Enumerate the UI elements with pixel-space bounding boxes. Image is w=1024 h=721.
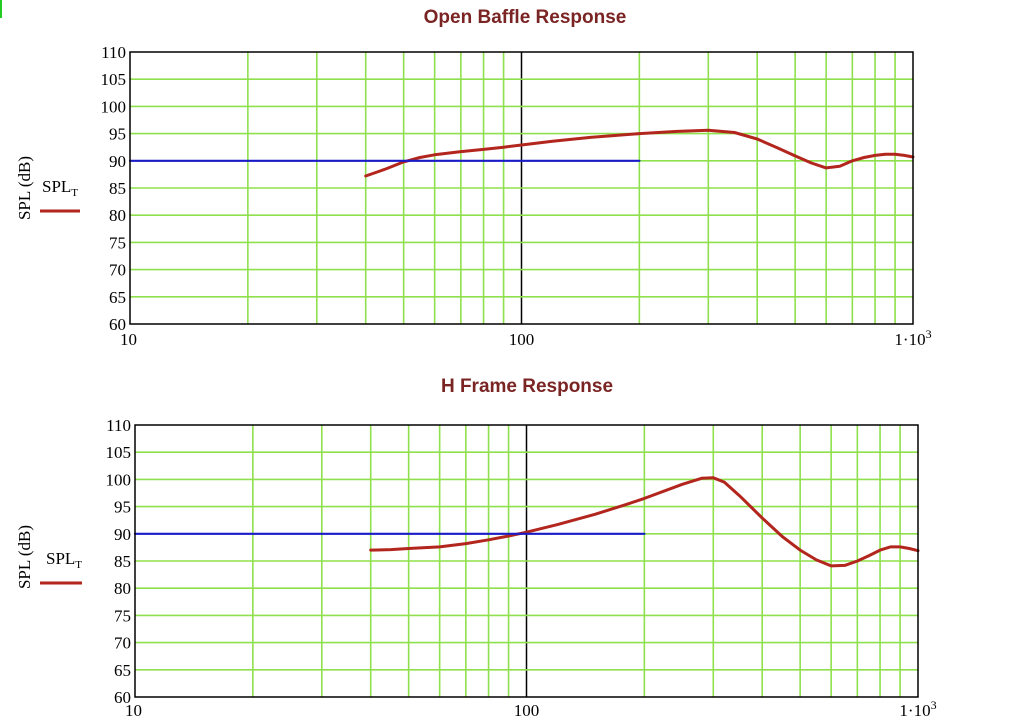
y-tick-label: 60 — [114, 688, 131, 707]
y-tick-label: 85 — [109, 179, 126, 198]
h-frame-chart: H Frame Response 60 65 70 75 80 85 90 95 100 105 1… — [15, 376, 937, 720]
y-tick-label: 65 — [109, 288, 126, 307]
y-tick-label: 100 — [106, 470, 132, 489]
y-tick-labels: 60 65 70 75 80 85 90 95 100 105 110 — [106, 416, 132, 707]
y-axis-label: SPL (dB) — [15, 525, 34, 589]
x-tick-labels: 10 100 1·103 — [120, 327, 932, 349]
y-tick-label: 85 — [114, 552, 131, 571]
series-lines — [128, 128, 915, 178]
y-tick-label: 65 — [114, 661, 131, 680]
plot-frame — [129, 51, 914, 325]
x-tick-label: 100 — [514, 701, 540, 720]
y-tick-label: 75 — [109, 233, 126, 252]
y-tick-label: 90 — [114, 525, 131, 544]
x-tick-label: 10 — [120, 330, 137, 349]
y-tick-label: 110 — [106, 416, 131, 435]
y-tick-label: 95 — [109, 125, 126, 144]
x-tick-labels: 10 100 1·103 — [125, 698, 937, 720]
chart-title: Open Baffle Response — [424, 7, 627, 28]
legend-label: SPLT — [46, 549, 82, 571]
chart-title: H Frame Response — [441, 376, 613, 397]
y-tick-label: 70 — [109, 261, 126, 280]
y-tick-label: 95 — [114, 498, 131, 517]
x-tick-label: 1·103 — [899, 698, 936, 720]
y-axis-label: SPL (dB) — [15, 156, 34, 220]
y-tick-label: 100 — [101, 97, 127, 116]
series-lines — [133, 476, 920, 568]
y-tick-label: 105 — [106, 443, 132, 462]
response-line — [369, 476, 920, 568]
y-tick-label: 110 — [101, 43, 126, 62]
y-tick-label: 80 — [109, 206, 126, 225]
y-tick-label: 90 — [109, 152, 126, 171]
plot-frame — [134, 424, 919, 698]
y-tick-label: 75 — [114, 606, 131, 625]
y-tick-label: 60 — [109, 315, 126, 334]
y-tick-label: 80 — [114, 579, 131, 598]
y-tick-label: 70 — [114, 634, 131, 653]
grid-lines — [135, 425, 918, 697]
y-tick-label: 105 — [101, 70, 127, 89]
legend: SPLT — [40, 549, 82, 585]
response-line — [364, 128, 915, 178]
y-tick-labels: 60 65 70 75 80 85 90 95 100 105 110 — [101, 43, 127, 334]
x-tick-label: 100 — [509, 330, 535, 349]
legend-label: SPLT — [42, 177, 78, 199]
open-baffle-chart: Open Baffle Response 60 65 70 75 80 85 90 95 100… — [15, 7, 932, 349]
x-tick-label: 1·103 — [894, 327, 931, 349]
legend: SPLT — [40, 177, 80, 213]
grid-lines — [130, 52, 913, 324]
x-tick-label: 10 — [125, 701, 142, 720]
corner-marker — [0, 0, 2, 18]
